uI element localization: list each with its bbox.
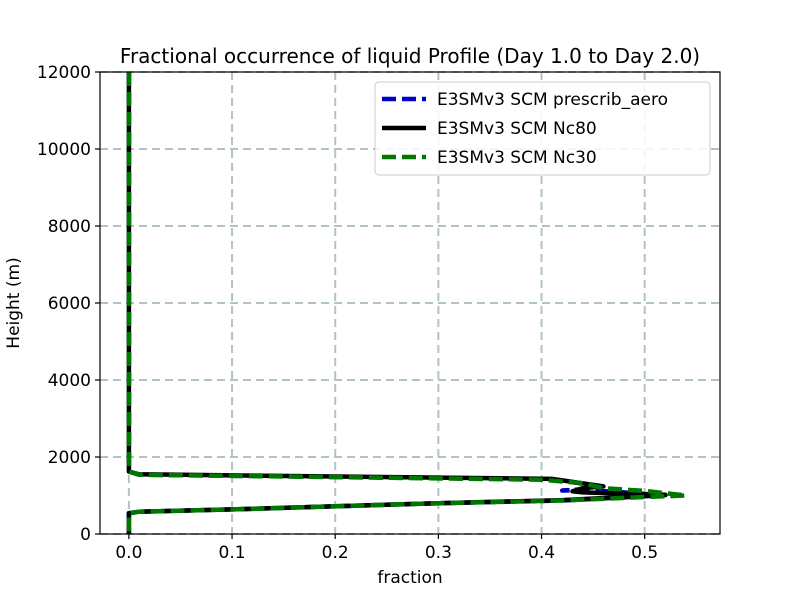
- y-tick-label: 4000: [48, 371, 91, 391]
- y-tick-label: 6000: [48, 294, 91, 314]
- legend: E3SMv3 SCM prescrib_aero E3SMv3 SCM Nc80 E…: [374, 81, 711, 176]
- x-tick-label: 0.0: [115, 543, 142, 563]
- y-tick-label: 12000: [37, 63, 91, 83]
- x-tick-label: 0.2: [322, 543, 349, 563]
- x-axis-label: fraction: [377, 568, 442, 588]
- series-lines: [126, 72, 689, 534]
- legend-box: [374, 81, 711, 176]
- x-tick-label: 0.4: [528, 543, 555, 563]
- x-tick-label: 0.1: [219, 543, 246, 563]
- y-axis: 0 2000 4000 6000 8000 10000 12000: [37, 63, 100, 545]
- x-tick-label: 0.3: [425, 543, 452, 563]
- series-line-e3smv3-scm-nc30: [126, 72, 689, 534]
- x-axis: 0.0 0.1 0.2 0.3 0.4 0.5: [115, 534, 658, 563]
- y-tick-label: 2000: [48, 448, 91, 468]
- y-tick-label: 8000: [48, 217, 91, 237]
- legend-label-e3smv3-scm-nc30: E3SMv3 SCM Nc30: [437, 148, 597, 168]
- legend-label-e3smv3-scm-nc80: E3SMv3 SCM Nc80: [437, 119, 597, 139]
- legend-label-e3smv3-scm-prescrib-aero: E3SMv3 SCM prescrib_aero: [437, 90, 668, 110]
- y-axis-label: Height (m): [4, 257, 24, 348]
- y-tick-label: 0: [80, 525, 91, 545]
- chart-title: Fractional occurrence of liquid Profile …: [120, 44, 700, 68]
- y-tick-label: 10000: [37, 140, 91, 160]
- x-tick-label: 0.5: [631, 543, 658, 563]
